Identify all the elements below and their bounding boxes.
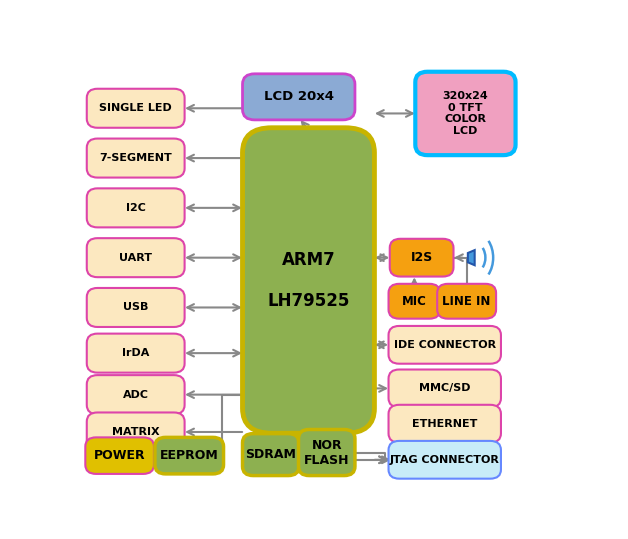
Text: IrDA: IrDA <box>122 348 149 358</box>
FancyBboxPatch shape <box>389 441 501 479</box>
FancyBboxPatch shape <box>87 288 185 327</box>
FancyBboxPatch shape <box>390 239 453 277</box>
Polygon shape <box>468 250 475 265</box>
FancyBboxPatch shape <box>415 72 516 155</box>
Text: ADC: ADC <box>122 390 149 399</box>
FancyBboxPatch shape <box>85 437 154 474</box>
Text: JTAG CONNECTOR: JTAG CONNECTOR <box>390 455 500 465</box>
FancyBboxPatch shape <box>389 326 501 364</box>
FancyBboxPatch shape <box>389 405 501 443</box>
Text: 320x24
0 TFT
COLOR
LCD: 320x24 0 TFT COLOR LCD <box>443 91 489 136</box>
Text: 7-SEGMENT: 7-SEGMENT <box>99 153 172 163</box>
Text: IDE CONNECTOR: IDE CONNECTOR <box>394 340 495 350</box>
FancyBboxPatch shape <box>87 412 185 452</box>
FancyBboxPatch shape <box>242 434 299 475</box>
Text: ETHERNET: ETHERNET <box>412 419 477 429</box>
FancyBboxPatch shape <box>242 74 355 120</box>
FancyBboxPatch shape <box>298 430 355 475</box>
Text: SINGLE LED: SINGLE LED <box>99 103 172 113</box>
Text: USB: USB <box>123 302 148 313</box>
FancyBboxPatch shape <box>87 375 185 414</box>
Text: LINE IN: LINE IN <box>443 295 491 308</box>
Text: POWER: POWER <box>94 449 146 462</box>
FancyBboxPatch shape <box>87 139 185 177</box>
FancyBboxPatch shape <box>389 284 440 319</box>
FancyBboxPatch shape <box>242 128 374 433</box>
Text: NOR
FLASH: NOR FLASH <box>304 439 349 467</box>
Text: ARM7

LH79525: ARM7 LH79525 <box>268 251 350 310</box>
FancyBboxPatch shape <box>155 437 224 474</box>
FancyBboxPatch shape <box>87 89 185 128</box>
Text: EEPROM: EEPROM <box>160 449 219 462</box>
FancyBboxPatch shape <box>87 238 185 277</box>
Text: LCD 20x4: LCD 20x4 <box>264 91 333 103</box>
Text: I2S: I2S <box>411 251 433 264</box>
Text: MIC: MIC <box>402 295 427 308</box>
Text: SDRAM: SDRAM <box>246 448 296 461</box>
FancyBboxPatch shape <box>87 188 185 227</box>
FancyBboxPatch shape <box>437 284 496 319</box>
Text: MATRIX: MATRIX <box>112 427 160 437</box>
FancyBboxPatch shape <box>389 370 501 407</box>
Text: UART: UART <box>119 253 152 262</box>
FancyBboxPatch shape <box>87 334 185 372</box>
Text: I2C: I2C <box>126 203 146 213</box>
Text: MMC/SD: MMC/SD <box>419 383 470 393</box>
